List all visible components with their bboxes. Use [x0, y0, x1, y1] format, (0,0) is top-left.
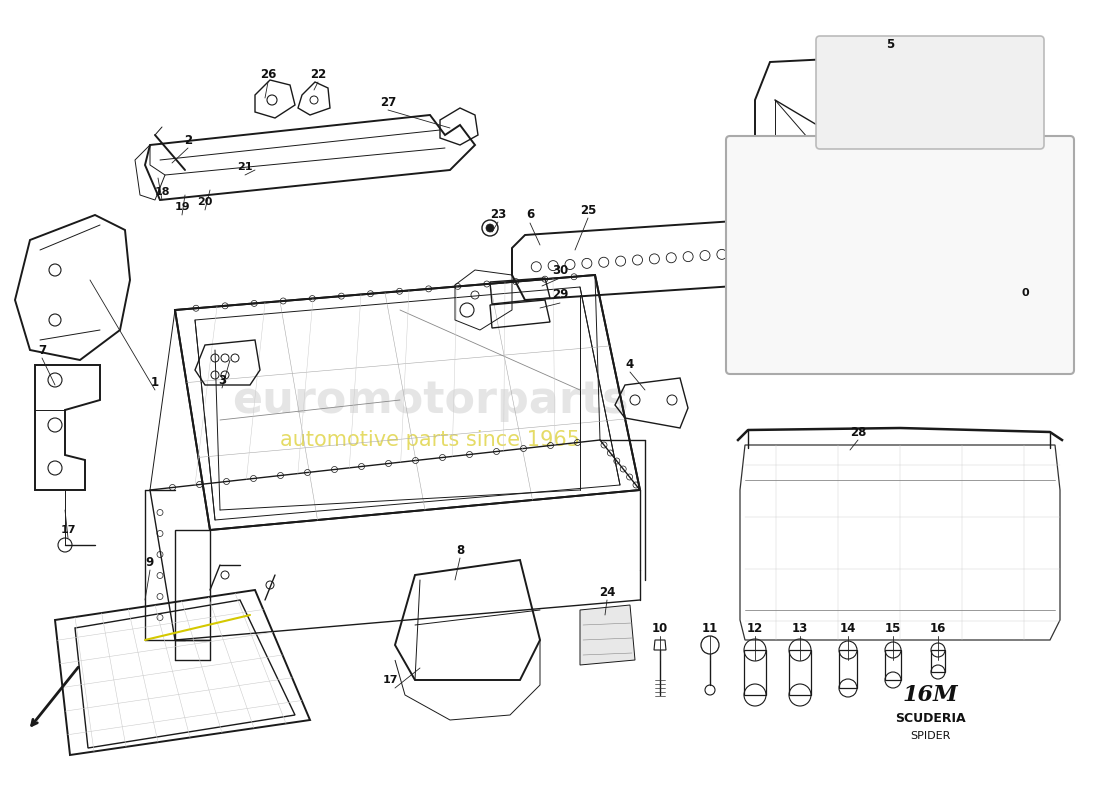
Text: SCUDERIA: SCUDERIA [894, 711, 966, 725]
Text: 15: 15 [884, 622, 901, 634]
Text: 7: 7 [37, 343, 46, 357]
Circle shape [958, 261, 972, 275]
Text: 22: 22 [310, 67, 326, 81]
Text: 24: 24 [598, 586, 615, 598]
FancyBboxPatch shape [726, 136, 1074, 374]
Text: 4: 4 [626, 358, 634, 370]
Text: 13: 13 [792, 622, 808, 634]
Text: 6: 6 [526, 209, 535, 222]
Text: 10: 10 [652, 622, 668, 634]
Text: 3: 3 [218, 374, 227, 386]
Text: 12: 12 [747, 622, 763, 634]
Text: 30: 30 [552, 263, 568, 277]
Text: 0: 0 [1021, 288, 1028, 298]
Text: 19: 19 [174, 202, 190, 212]
Text: 8: 8 [455, 543, 464, 557]
Text: 29: 29 [552, 289, 569, 302]
Text: 27: 27 [379, 95, 396, 109]
Text: 5: 5 [886, 38, 894, 50]
Text: automotive parts since 1965: automotive parts since 1965 [280, 430, 580, 450]
Text: 25: 25 [580, 203, 596, 217]
Text: 20: 20 [197, 197, 212, 207]
Text: 21: 21 [238, 162, 253, 172]
Text: 16M: 16M [902, 684, 958, 706]
Text: 14: 14 [839, 622, 856, 634]
Text: 9: 9 [146, 555, 154, 569]
Text: 1: 1 [151, 375, 160, 389]
Polygon shape [580, 605, 635, 665]
Text: 26: 26 [260, 67, 276, 81]
Text: 17: 17 [383, 675, 398, 685]
Text: SPIDER: SPIDER [910, 731, 950, 741]
Text: 28: 28 [850, 426, 866, 438]
FancyBboxPatch shape [816, 36, 1044, 149]
Text: 2: 2 [184, 134, 192, 146]
Text: 17: 17 [60, 525, 76, 535]
Circle shape [486, 224, 494, 232]
Text: 11: 11 [702, 622, 718, 634]
Text: 18: 18 [154, 187, 169, 197]
Text: euromotorparts: euromotorparts [232, 378, 628, 422]
Text: 16: 16 [930, 622, 946, 634]
Text: 23: 23 [490, 207, 506, 221]
